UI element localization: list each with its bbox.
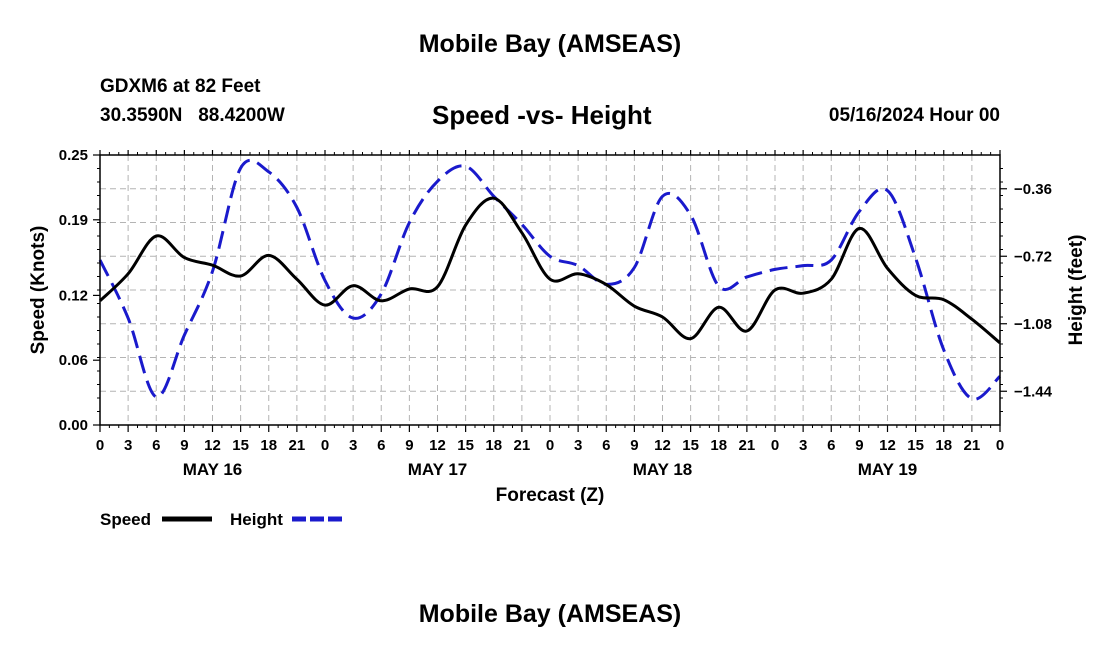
x-tick-label: 6 bbox=[152, 437, 160, 454]
day-label: MAY 18 bbox=[633, 460, 693, 479]
x-axis-title: Forecast (Z) bbox=[496, 485, 605, 506]
x-tick-label: 0 bbox=[771, 437, 779, 454]
x-tick-label: 12 bbox=[879, 437, 896, 454]
page-title: Mobile Bay (AMSEAS) bbox=[418, 30, 682, 58]
x-tick-label: 0 bbox=[321, 437, 329, 454]
x-tick-label: 15 bbox=[907, 437, 924, 454]
x-tick-label: 15 bbox=[457, 437, 474, 454]
legend-height-label: Height bbox=[230, 510, 283, 529]
x-tick-label: 6 bbox=[377, 437, 385, 454]
x-tick-label: 15 bbox=[682, 437, 699, 454]
series-layer bbox=[98, 158, 1002, 401]
forecast-datetime: 05/16/2024 Hour 00 bbox=[828, 105, 1000, 126]
x-tick-label: 12 bbox=[654, 437, 671, 454]
x-tick-label: 3 bbox=[574, 437, 582, 454]
height-series-line bbox=[98, 158, 1002, 401]
y-left-axis-title: Speed (Knots) bbox=[28, 226, 49, 355]
y-right-tick-label: −1.44 bbox=[1014, 383, 1053, 400]
x-tick-label: 18 bbox=[485, 437, 502, 454]
axis-labels: 0 3 6 9 12 15 18 21 0 3 6 9 12 15 18 21 0 3 6 9 12 15 18 21 0 3 6 9… bbox=[28, 147, 1087, 506]
y-left-tick-label: 0.12 bbox=[59, 287, 88, 304]
day-label: MAY 16 bbox=[183, 460, 243, 479]
day-label: MAY 17 bbox=[408, 460, 468, 479]
x-tick-label: 0 bbox=[996, 437, 1004, 454]
x-tick-label: 15 bbox=[232, 437, 249, 454]
station-label: GDXM6 at 82 Feet bbox=[100, 76, 261, 97]
grid bbox=[100, 155, 1000, 425]
y-right-axis-title: Height (feet) bbox=[1066, 235, 1087, 346]
x-tick-label: 21 bbox=[514, 437, 531, 454]
x-tick-label: 9 bbox=[630, 437, 638, 454]
x-tick-label: 3 bbox=[124, 437, 132, 454]
speed-series-line bbox=[98, 196, 1001, 345]
x-tick-label: 21 bbox=[964, 437, 981, 454]
y-left-tick-label: 0.25 bbox=[59, 147, 88, 164]
footer-title: Mobile Bay (AMSEAS) bbox=[418, 600, 682, 628]
x-tick-label: 6 bbox=[827, 437, 835, 454]
x-tick-label: 9 bbox=[180, 437, 188, 454]
chart-subtitle: Speed -vs- Height bbox=[432, 100, 652, 130]
y-right-tick-label: −0.36 bbox=[1014, 181, 1052, 198]
y-left-tick-label: 0.19 bbox=[59, 212, 88, 229]
x-tick-label: 9 bbox=[855, 437, 863, 454]
x-tick-label: 3 bbox=[349, 437, 357, 454]
x-tick-label: 0 bbox=[546, 437, 554, 454]
y-right-tick-label: −0.72 bbox=[1014, 248, 1052, 265]
ticks bbox=[93, 150, 1007, 432]
day-label: MAY 19 bbox=[858, 460, 918, 479]
coordinates-label: 30.3590N 88.4200W bbox=[100, 105, 285, 126]
x-tick-label: 18 bbox=[260, 437, 277, 454]
y-left-tick-label: 0.06 bbox=[59, 352, 88, 369]
x-tick-label: 12 bbox=[429, 437, 446, 454]
legend-speed-label: Speed bbox=[100, 510, 151, 529]
x-tick-label: 6 bbox=[602, 437, 610, 454]
y-left-tick-label: 0.00 bbox=[59, 417, 88, 434]
x-tick-label: 21 bbox=[289, 437, 306, 454]
x-tick-label: 0 bbox=[96, 437, 104, 454]
x-tick-label: 9 bbox=[405, 437, 413, 454]
x-tick-label: 21 bbox=[739, 437, 756, 454]
legend: Speed Height bbox=[100, 510, 342, 529]
x-tick-label: 3 bbox=[799, 437, 807, 454]
x-tick-label: 18 bbox=[710, 437, 727, 454]
y-right-tick-label: −1.08 bbox=[1014, 316, 1052, 333]
x-tick-label: 12 bbox=[204, 437, 221, 454]
x-tick-label: 18 bbox=[935, 437, 952, 454]
